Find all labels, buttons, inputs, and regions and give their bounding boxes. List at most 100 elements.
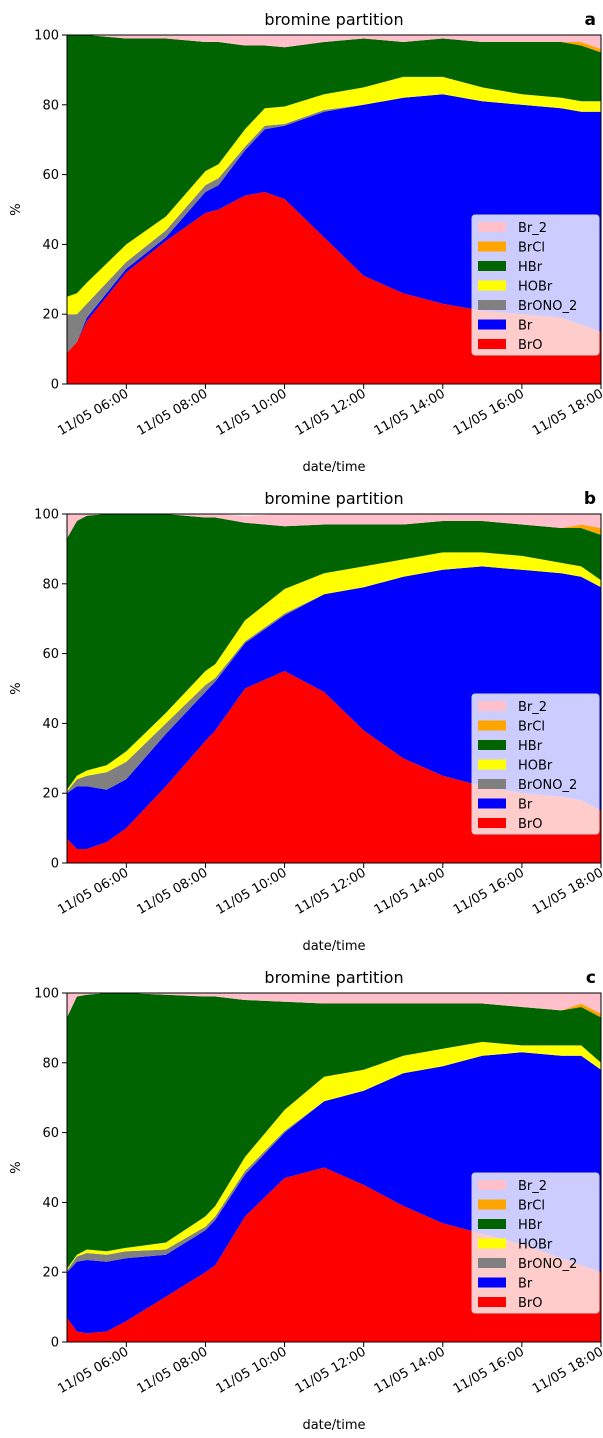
legend-swatch [478,779,506,789]
area-series-br [67,566,601,849]
x-tick-label: 11/05 10:00 [214,865,290,918]
x-tick-label: 11/05 16:00 [451,386,527,439]
legend-label: Br_2 [518,1179,547,1194]
legend-swatch [478,319,506,330]
y-tick-label: 100 [34,29,59,44]
legend: Br_2 BrCl HBr HOBr BrONO_2 Br BrO [471,1172,600,1314]
area-series-bro [67,192,601,384]
y-tick-label: 60 [42,647,59,662]
legend-label: HOBr [518,759,553,774]
legend-swatch [478,1219,506,1229]
legend-label: Br_2 [518,221,547,236]
legend-swatch [478,798,506,809]
area-series-br [67,1052,601,1334]
y-axis-label: % [9,203,24,215]
area-series-hobr [67,76,601,315]
legend-label: HBr [518,739,543,754]
legend-swatch [478,1238,506,1249]
legend-label: BrCl [518,241,545,256]
x-tick-label: 11/05 08:00 [134,1344,210,1397]
x-tick-label: 11/05 06:00 [55,386,131,439]
y-tick-label: 40 [42,238,59,253]
legend-swatch [478,1277,506,1288]
legend-label: HBr [518,1218,543,1233]
legend-swatch [478,339,506,349]
x-tick-label: 11/05 14:00 [372,1344,448,1397]
y-tick-label: 80 [42,98,59,113]
x-axis-label: date/time [302,1418,365,1433]
x-axis-label: date/time [302,460,365,475]
y-tick-label: 0 [51,378,59,393]
y-axis-label: % [9,682,24,694]
legend-label: BrONO_2 [518,778,577,793]
legend-swatch [478,720,506,731]
x-tick-label: 11/05 18:00 [530,386,603,439]
area-series-brono-2 [67,94,601,353]
y-tick-label: 40 [42,1196,59,1211]
legend-swatch [478,280,506,291]
legend-swatch [478,701,506,711]
x-tick-label: 11/05 16:00 [451,865,527,918]
x-tick-label: 11/05 16:00 [451,1344,527,1397]
plot-area [67,514,601,863]
y-tick-label: 20 [42,308,59,323]
legend-label: HOBr [518,280,553,295]
chart-panel-a: 0 20 40 60 80 100 11/05 06:00 11/05 08:00 11/05 … [0,0,603,479]
x-tick-label: 11/05 06:00 [55,1344,131,1397]
chart-panel-b: 0 20 40 60 80 100 11/05 06:00 11/05 08:00 11/05 … [0,479,603,958]
area-series-hbr [67,35,601,297]
legend-label: BrONO_2 [518,1257,577,1272]
area-series-hbr [67,993,601,1269]
legend-swatch [478,1199,506,1210]
y-tick-label: 20 [42,787,59,802]
x-tick-label: 11/05 12:00 [293,1344,369,1397]
legend-label: Br [518,1277,533,1292]
legend-swatch [478,759,506,770]
x-tick-label: 11/05 06:00 [55,865,131,918]
area-series-br-2 [67,514,601,539]
chart-title: bromine partition [264,489,403,508]
panel-label: a [585,10,596,30]
legend: Br_2 BrCl HBr HOBr BrONO_2 Br BrO [471,693,600,835]
legend-swatch [478,300,506,310]
y-tick-label: 0 [51,1336,59,1351]
legend-swatch [478,818,506,828]
axes-frame [66,992,602,1343]
area-series-bro [67,1167,601,1342]
x-tick-label: 11/05 12:00 [293,865,369,918]
axes-frame [66,513,602,864]
x-axis-label: date/time [302,939,365,954]
y-axis-label: % [9,1161,24,1173]
x-tick-label: 11/05 10:00 [214,1344,290,1397]
legend-swatch [478,222,506,232]
legend-label: Br_2 [518,700,547,715]
y-tick-label: 80 [42,1056,59,1071]
legend-label: Br [518,319,533,334]
area-series-br [67,94,601,353]
legend-label: BrO [518,817,543,832]
y-tick-label: 60 [42,1126,59,1141]
chart-title: bromine partition [264,10,403,29]
y-tick-label: 100 [34,508,59,523]
x-tick-label: 11/05 08:00 [134,865,210,918]
x-tick-label: 11/05 14:00 [372,386,448,439]
area-series-brono-2 [67,566,601,794]
area-series-bro [67,671,601,863]
panel-label: c [586,968,596,988]
x-tick-label: 11/05 12:00 [293,386,369,439]
area-series-br-2 [67,993,601,1018]
panel-label: b [584,489,596,509]
x-tick-label: 11/05 14:00 [372,865,448,918]
legend: Br_2 BrCl HBr HOBr BrONO_2 Br BrO [471,214,600,356]
x-tick-label: 11/05 10:00 [214,386,290,439]
legend-label: Br [518,798,533,813]
x-tick-label: 11/05 18:00 [530,1344,603,1397]
plot-area [67,993,601,1342]
y-tick-label: 100 [34,987,59,1002]
y-tick-label: 60 [42,168,59,183]
chart-panel-c: 0 20 40 60 80 100 11/05 06:00 11/05 08:00 11/05 … [0,958,603,1437]
y-tick-label: 40 [42,717,59,732]
y-tick-label: 20 [42,1266,59,1281]
